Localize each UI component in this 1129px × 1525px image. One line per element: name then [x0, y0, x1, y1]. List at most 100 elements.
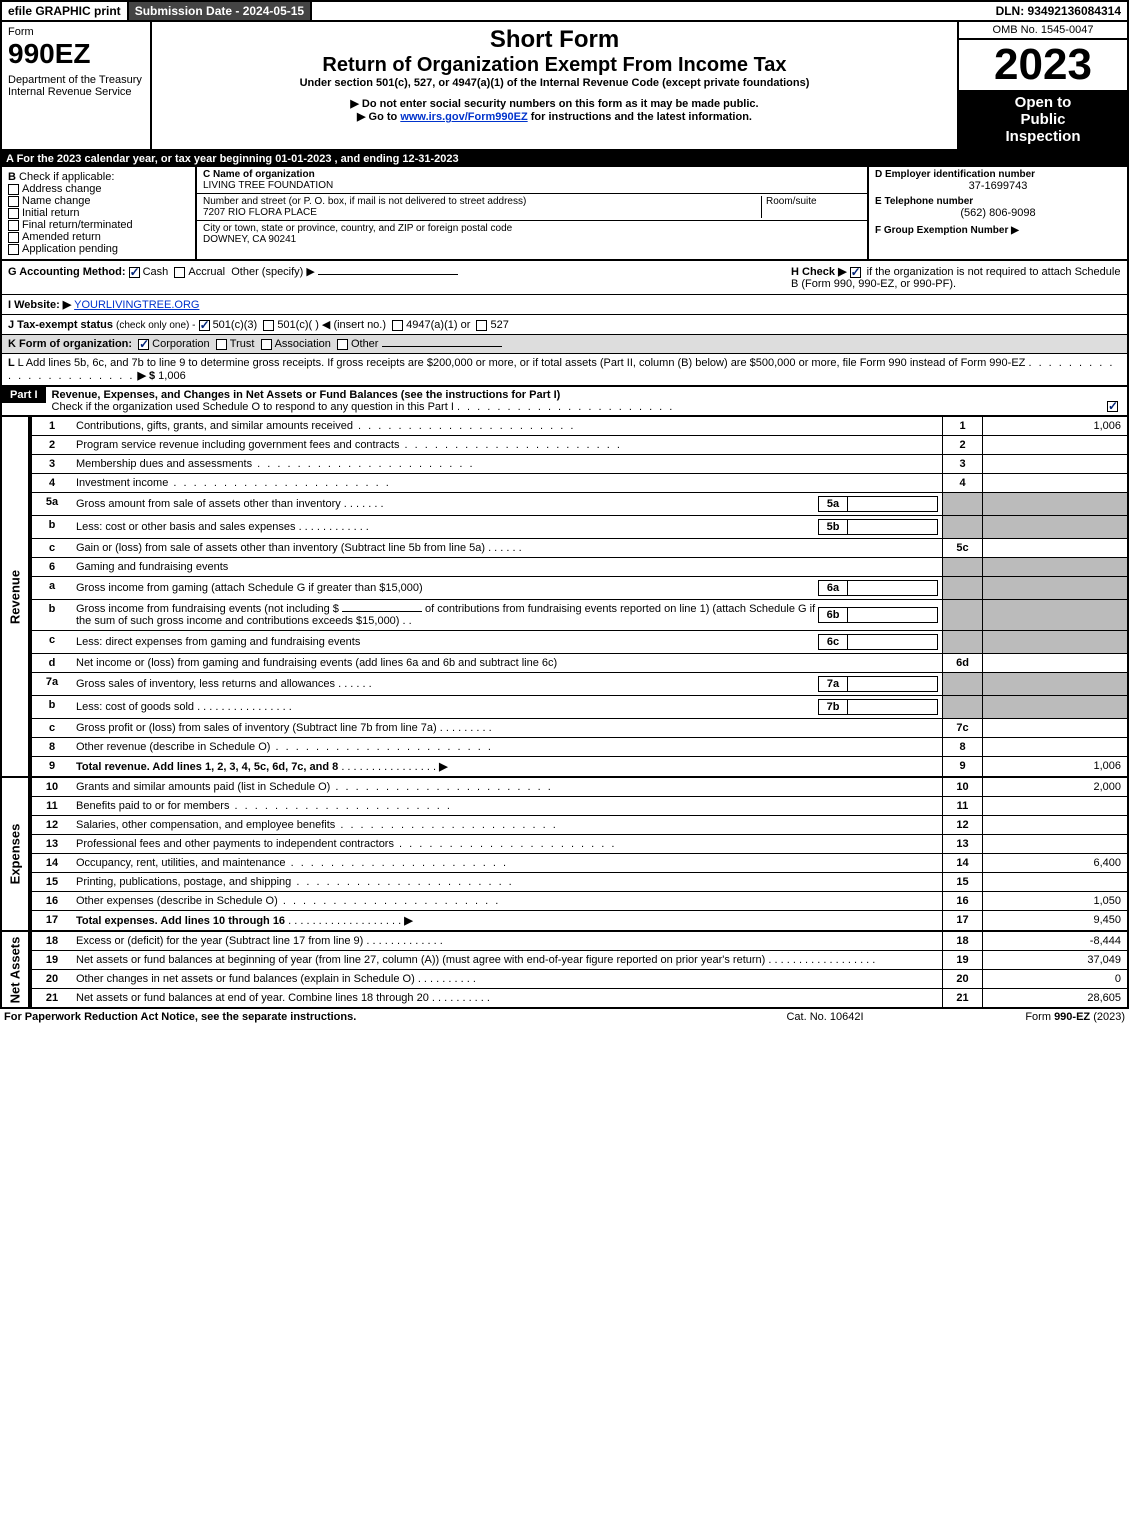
l13-rno: 13: [942, 835, 982, 853]
l7b-subval[interactable]: [848, 699, 938, 715]
l6-desc: Gaming and fundraising events: [72, 558, 942, 576]
l6a-subval[interactable]: [848, 580, 938, 596]
l5b-subval[interactable]: [848, 519, 938, 535]
line-5c: c Gain or (loss) from sale of assets oth…: [30, 539, 1129, 558]
website-link[interactable]: YOURLIVINGTREE.ORG: [74, 299, 199, 311]
checkbox-trust[interactable]: [216, 339, 227, 350]
l6b-desc: Gross income from fundraising events (no…: [76, 603, 339, 615]
checkbox-accrual[interactable]: [174, 267, 185, 278]
l20-rno: 20: [942, 970, 982, 988]
ein-value: 37-1699743: [875, 180, 1121, 192]
checkbox-name-change[interactable]: [8, 196, 19, 207]
line-17: 17 Total expenses. Add lines 10 through …: [30, 911, 1129, 932]
l10-rno: 10: [942, 778, 982, 796]
i-label: I Website: ▶: [8, 299, 71, 311]
b-text: Check if applicable:: [19, 171, 114, 183]
l8-desc: Other revenue (describe in Schedule O): [76, 741, 270, 753]
checkbox-application-pending[interactable]: [8, 244, 19, 255]
l17-rno: 17: [942, 911, 982, 930]
room-label: Room/suite: [766, 196, 817, 207]
k-other-blank[interactable]: [382, 346, 502, 347]
addr-label: Number and street (or P. O. box, if mail…: [203, 196, 526, 207]
l14-desc: Occupancy, rent, utilities, and maintena…: [76, 857, 286, 869]
l6-val-shaded: [982, 558, 1127, 576]
l19-rno: 19: [942, 951, 982, 969]
checkbox-4947[interactable]: [392, 320, 403, 331]
l18-no: 18: [32, 932, 72, 950]
l7c-val: [982, 719, 1127, 737]
l1-val: 1,006: [982, 417, 1127, 435]
line-6a: a Gross income from gaming (attach Sched…: [30, 577, 1129, 600]
j-label: J Tax-exempt status: [8, 319, 113, 331]
checkbox-corporation[interactable]: [138, 339, 149, 350]
k-trust: Trust: [230, 338, 255, 350]
g-accrual: Accrual: [188, 266, 225, 278]
checkbox-501c[interactable]: [263, 320, 274, 331]
checkbox-address-change[interactable]: [8, 184, 19, 195]
checkbox-527[interactable]: [476, 320, 487, 331]
l12-val: [982, 816, 1127, 834]
l16-rno: 16: [942, 892, 982, 910]
checkbox-cash[interactable]: [129, 267, 140, 278]
l6-no: 6: [32, 558, 72, 576]
l7a-subval[interactable]: [848, 676, 938, 692]
l5a-subval[interactable]: [848, 496, 938, 512]
l6c-subval[interactable]: [848, 634, 938, 650]
l9-no: 9: [32, 757, 72, 776]
j-sub: (check only one) -: [116, 320, 195, 331]
l18-desc: Excess or (deficit) for the year (Subtra…: [76, 935, 363, 947]
line-20: 20 Other changes in net assets or fund b…: [30, 970, 1129, 989]
l9-desc: Total revenue. Add lines 1, 2, 3, 4, 5c,…: [76, 761, 338, 773]
l12-no: 12: [32, 816, 72, 834]
checkbox-amended-return[interactable]: [8, 232, 19, 243]
checkbox-501c3[interactable]: [199, 320, 210, 331]
l15-no: 15: [32, 873, 72, 891]
l18-val: -8,444: [982, 932, 1127, 950]
l9-arrow: ▶: [439, 761, 447, 773]
l8-no: 8: [32, 738, 72, 756]
irs-link[interactable]: www.irs.gov/Form990EZ: [400, 111, 527, 123]
efile-label: efile GRAPHIC print: [2, 2, 129, 20]
checkbox-other-org[interactable]: [337, 339, 348, 350]
org-name: LIVING TREE FOUNDATION: [203, 180, 333, 191]
l7a-val-shaded: [982, 673, 1127, 695]
l7b-desc: Less: cost of goods sold: [76, 701, 194, 713]
l6b-subval[interactable]: [848, 607, 938, 623]
open-line1: Open to: [963, 94, 1123, 111]
g-other-blank[interactable]: [318, 274, 458, 275]
l6b-blank[interactable]: [342, 611, 422, 612]
l5a-desc: Gross amount from sale of assets other t…: [76, 498, 341, 510]
section-def: D Employer identification number 37-1699…: [867, 167, 1127, 259]
checkbox-h[interactable]: [850, 267, 861, 278]
line-18: 18 Excess or (deficit) for the year (Sub…: [30, 932, 1129, 951]
checkbox-initial-return[interactable]: [8, 208, 19, 219]
checkbox-part1-scheduleo[interactable]: [1107, 401, 1118, 412]
l5b-no: b: [32, 516, 72, 538]
opt-address-change: Address change: [22, 183, 102, 195]
line-1: 1 Contributions, gifts, grants, and simi…: [30, 417, 1129, 436]
line-14: 14 Occupancy, rent, utilities, and maint…: [30, 854, 1129, 873]
l13-val: [982, 835, 1127, 853]
checkbox-final-return[interactable]: [8, 220, 19, 231]
l5b-desc: Less: cost or other basis and sales expe…: [76, 521, 296, 533]
line-21: 21 Net assets or fund balances at end of…: [30, 989, 1129, 1009]
section-l: L L Add lines 5b, 6c, and 7b to line 9 t…: [0, 354, 1129, 387]
l15-val: [982, 873, 1127, 891]
section-c: C Name of organization LIVING TREE FOUND…: [197, 167, 867, 259]
section-gh: G Accounting Method: Cash Accrual Other …: [0, 261, 1129, 295]
org-name-cell: C Name of organization LIVING TREE FOUND…: [197, 167, 867, 194]
l19-no: 19: [32, 951, 72, 969]
l14-val: 6,400: [982, 854, 1127, 872]
g-cash: Cash: [143, 266, 169, 278]
l14-rno: 14: [942, 854, 982, 872]
k-label: K Form of organization:: [8, 338, 132, 350]
line-7a: 7a Gross sales of inventory, less return…: [30, 673, 1129, 696]
netassets-text: Net Assets: [8, 936, 23, 1003]
opt-application-pending: Application pending: [22, 243, 118, 255]
revenue-block: Revenue 1 Contributions, gifts, grants, …: [0, 417, 1129, 778]
l5c-val: [982, 539, 1127, 557]
line-16: 16 Other expenses (describe in Schedule …: [30, 892, 1129, 911]
subtitle: Under section 501(c), 527, or 4947(a)(1)…: [160, 77, 949, 89]
checkbox-association[interactable]: [261, 339, 272, 350]
main-title: Return of Organization Exempt From Incom…: [160, 54, 949, 77]
